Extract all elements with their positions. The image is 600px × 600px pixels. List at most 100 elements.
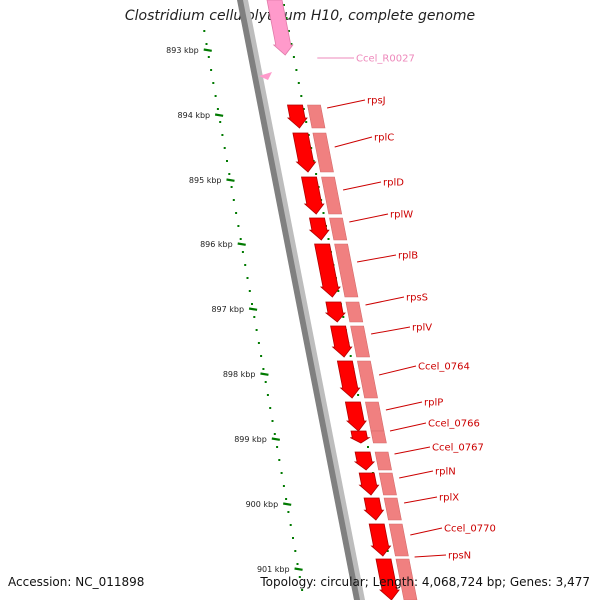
outer-ruler-dot: [322, 212, 325, 214]
gene-arrow[interactable]: [330, 325, 353, 358]
accession-text: Accession: NC_011898: [8, 575, 145, 589]
ruler-dot: [269, 407, 272, 409]
ruler-dot: [235, 212, 238, 214]
ruler-dot: [237, 225, 240, 227]
ruler-dot: [246, 277, 249, 279]
ruler-dot: [223, 147, 226, 149]
cds-band: [334, 243, 359, 298]
cds-band: [345, 301, 364, 323]
label-leaders: [317, 57, 447, 558]
ruler-dot: [216, 108, 219, 110]
tick-label: 900 kbp: [246, 500, 279, 509]
tick-mark: [237, 242, 246, 246]
gene-label-rpss[interactable]: rpsS: [406, 293, 428, 304]
ruler-dot: [278, 459, 281, 461]
tick-label: 893 kbp: [166, 46, 199, 55]
gene-arrow[interactable]: [314, 243, 341, 298]
genome-summary: Topology: circular; Length: 4,068,724 bp…: [260, 575, 590, 589]
ruler-dot: [241, 251, 244, 253]
tick-mark: [271, 437, 281, 441]
gene-arrow[interactable]: [375, 558, 400, 600]
tick-mark: [203, 48, 212, 52]
ruler-dot: [232, 199, 235, 201]
gene-arrow[interactable]: [324, 301, 346, 323]
gene-label-rpln[interactable]: rplN: [435, 467, 456, 478]
gene-label-ccel_0764[interactable]: Ccel_0764: [418, 362, 470, 373]
gene-label-ccel_0766[interactable]: Ccel_0766: [428, 419, 480, 430]
outer-ruler-dot: [292, 56, 295, 58]
cds-band: [370, 430, 387, 444]
gene-arrow[interactable]: [358, 472, 380, 496]
ruler-dot: [203, 30, 206, 32]
tick-ruler: [203, 30, 304, 591]
gene-arrow[interactable]: [301, 176, 325, 215]
gene-label-rplb[interactable]: rplB: [398, 251, 418, 262]
ruler-dot: [296, 563, 299, 565]
ruler-dot: [226, 160, 228, 162]
label-leader: [410, 527, 443, 536]
ruler-dot: [262, 368, 265, 370]
gene-label-ccel_0767[interactable]: Ccel_0767: [432, 443, 484, 454]
ruler-dot: [239, 238, 242, 240]
gene-label-ccel_r0027[interactable]: Ccel_R0027: [356, 54, 415, 65]
ruler-dot: [210, 69, 213, 71]
gene-arrow[interactable]: [286, 104, 308, 129]
gene-label-rplc[interactable]: rplC: [374, 133, 394, 144]
ruler-dot: [253, 316, 256, 318]
outer-ruler-dot: [302, 108, 305, 110]
gene-label-rpsj[interactable]: rpsJ: [367, 96, 386, 107]
outer-ruler-dot: [357, 394, 360, 396]
ruler-dot: [219, 121, 222, 123]
gene-label-rpld[interactable]: rplD: [383, 178, 404, 189]
backbone-line: [237, 0, 360, 600]
gene-label-rplw[interactable]: rplW: [390, 210, 413, 221]
gene-label-ccel_0770[interactable]: Ccel_0770: [444, 524, 496, 535]
cds-band-track: [307, 104, 418, 600]
cds-band: [329, 217, 348, 241]
tick-mark: [214, 113, 224, 117]
tick-mark: [294, 567, 303, 571]
ruler-dot: [264, 381, 267, 383]
tick-marks: 893 kbp 894 kbp 895 kbp 896 kbp 897 kbp 898 k…: [166, 46, 303, 574]
outer-ruler-dot: [300, 95, 303, 97]
gene-label-rplx[interactable]: rplX: [439, 493, 459, 504]
gene-arrow[interactable]: [344, 401, 367, 432]
ruler-dot: [244, 264, 247, 266]
tick-label: 901 kbp: [257, 565, 290, 574]
tick-label: 899 kbp: [234, 435, 267, 444]
gene-arrow[interactable]: [336, 360, 361, 399]
gene-label-rplp[interactable]: rplP: [424, 398, 443, 409]
gene-arrow[interactable]: [292, 132, 317, 173]
ruler-dot: [289, 524, 292, 526]
gene-arrow[interactable]: [350, 430, 371, 444]
gene-arrow[interactable]: [368, 523, 392, 557]
outer-ruler-dot: [327, 238, 330, 240]
label-leader: [399, 470, 434, 479]
ruler-dot: [285, 498, 288, 500]
gene-label-rpsn[interactable]: rpsN: [448, 551, 471, 562]
gene-label-rplv[interactable]: rplV: [412, 323, 432, 334]
ruler-dot: [301, 589, 304, 591]
tick-label: 895 kbp: [189, 176, 222, 185]
cds-band: [388, 523, 409, 557]
ruler-dot: [260, 355, 263, 357]
ruler-dot: [292, 537, 294, 539]
gene-arrow[interactable]: [266, 0, 294, 56]
ruler-dot: [228, 173, 231, 175]
cds-band: [350, 325, 370, 358]
gene-track: [259, 0, 400, 600]
ruler-dot: [230, 186, 233, 188]
ruler-dot: [266, 394, 269, 396]
gene-arrow[interactable]: [353, 451, 376, 471]
ruler-dot: [280, 472, 283, 474]
label-leader: [414, 554, 447, 558]
label-leader: [326, 99, 366, 109]
ruler-dot: [251, 303, 253, 305]
tick-mark: [248, 307, 258, 311]
gene-arrow[interactable]: [363, 497, 385, 521]
ruler-dot: [248, 290, 251, 292]
label-leader: [365, 296, 405, 306]
label-leader: [389, 422, 427, 432]
gene-arrow[interactable]: [308, 217, 330, 241]
